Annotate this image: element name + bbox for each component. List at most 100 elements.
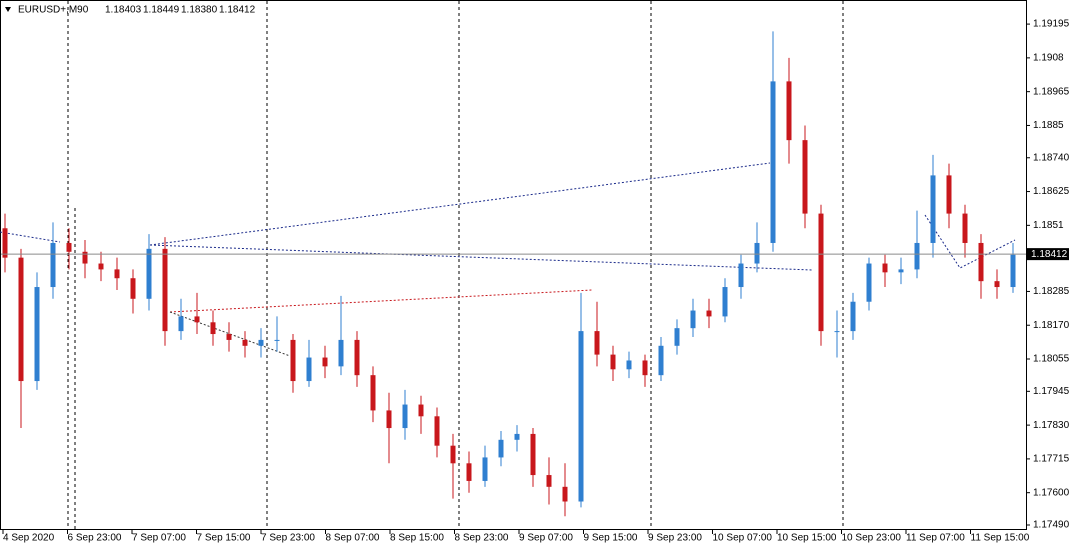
candle-body [1010,254,1016,288]
candle-body [946,175,952,214]
y-tick-label: 1.17715 [1033,454,1070,465]
candle-body [898,269,904,273]
x-tick-label: 8 Sep 23:00 [455,533,509,544]
y-tick-label: 1.1851 [1033,220,1064,231]
candle-body [690,310,696,329]
ohlc-close: 1.18412 [219,5,256,16]
x-tick-label: 8 Sep 07:00 [326,533,380,544]
candle-body [754,242,760,264]
ohlc-open: 1.18403 [105,5,142,16]
candle-body [674,328,680,346]
candle-body [930,175,936,243]
x-tick-label: 7 Sep 15:00 [197,533,251,544]
y-tick-label: 1.18170 [1033,320,1070,331]
y-tick-label: 1.17830 [1033,420,1070,431]
y-tick-label: 1.17945 [1033,386,1070,397]
ohlc-high: 1.18449 [143,5,180,16]
candle-body [18,257,24,382]
candle-body [418,404,424,417]
plot-frame [0,0,1027,530]
x-tick-label: 4 Sep 2020 [3,533,55,544]
x-tick-label: 7 Sep 23:00 [261,533,315,544]
candle-body [626,360,632,370]
candle-body [274,339,280,341]
candle-body [642,360,648,376]
candle-body [498,439,504,458]
candle-body [386,410,392,429]
candle-body [34,287,40,382]
candle-body [402,404,408,429]
candle-body [914,242,920,270]
candle-body [242,339,248,346]
x-tick-label: 9 Sep 07:00 [519,533,573,544]
candle-body [818,213,824,332]
candle-body [722,287,728,317]
candle-body [290,339,296,382]
y-tick-label: 1.18965 [1033,86,1070,97]
candle-body [162,248,168,332]
candle-body [210,322,216,335]
y-tick-label: 1.1885 [1033,120,1064,131]
y-tick-label: 1.1908 [1033,53,1064,64]
candle-body [530,433,536,476]
y-tick-label: 1.19195 [1033,19,1070,30]
candle-body [610,354,616,370]
candle-body [466,463,472,481]
current-price-box [1027,248,1069,261]
candle-body [738,263,744,288]
y-tick-label: 1.17600 [1033,487,1070,498]
candle-body [658,345,664,376]
candle-body [514,433,520,440]
candle-body [98,263,104,270]
x-tick-label: 10 Sep 07:00 [713,533,773,544]
candle-body [370,375,376,411]
candle-body [226,334,232,340]
candle-body [194,316,200,323]
candle-body [306,357,312,382]
candle-body [546,475,552,487]
x-tick-label: 9 Sep 15:00 [584,533,638,544]
candle-body [962,213,968,243]
candle-body [322,357,328,367]
candle-body [578,331,584,502]
candle-body [866,263,872,302]
x-tick-label: 6 Sep 23:00 [68,533,122,544]
candle-body [50,242,56,288]
candle-body [178,316,184,332]
y-tick-label: 1.18055 [1033,354,1070,365]
candle-body [258,339,264,346]
candle-body [66,242,72,252]
candle-body [994,281,1000,288]
x-tick-label: 11 Sep 15:00 [971,533,1030,544]
x-tick-label: 8 Sep 15:00 [390,533,444,544]
candle-body [114,269,120,279]
candle-body [434,416,440,446]
candle-body [354,339,360,376]
y-tick-label: 1.18625 [1033,186,1070,197]
candle-body [882,263,888,273]
candle-body [706,310,712,317]
y-tick-label: 1.18740 [1033,152,1070,163]
x-tick-label: 10 Sep 23:00 [842,533,902,544]
x-tick-label: 11 Sep 07:00 [906,533,965,544]
candle-body [450,445,456,464]
y-tick-label: 1.18285 [1033,286,1070,297]
menu-arrow[interactable] [5,7,11,12]
candle-body [802,140,808,214]
indicator-lines [0,162,1016,357]
candle-body [482,457,488,481]
candle-body [130,278,136,299]
candle-body [786,81,792,141]
current-price-label: 1.18412 [1031,249,1068,260]
ohlc-low: 1.18380 [181,5,218,16]
x-tick-label: 7 Sep 07:00 [132,533,186,544]
x-tick-label: 9 Sep 23:00 [648,533,702,544]
candle-body [978,242,984,282]
candle-body [338,339,344,367]
candle-body [834,331,840,333]
candle-body [770,81,776,243]
symbol-label: EURUSD+,M90 [18,5,89,16]
period-separators [67,1,844,529]
candle-body [562,486,568,502]
